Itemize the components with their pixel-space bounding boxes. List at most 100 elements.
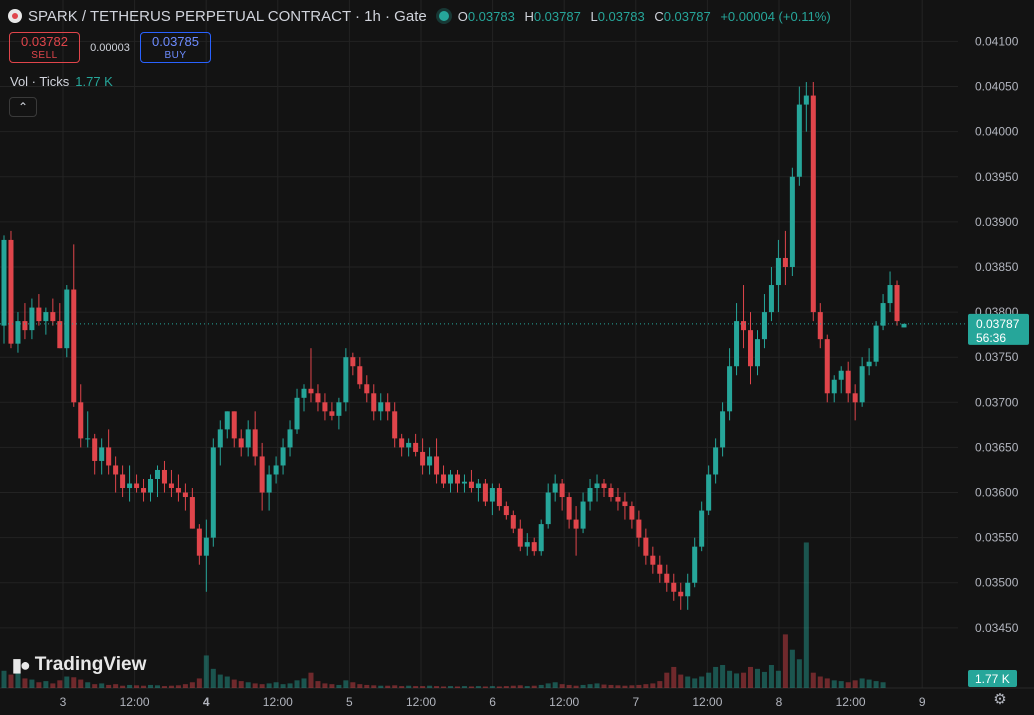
close-value: 0.03787 bbox=[663, 8, 711, 24]
volume-bar bbox=[531, 685, 537, 688]
volume-bar bbox=[685, 676, 691, 688]
price-tick-label: 0.03900 bbox=[975, 215, 1019, 229]
volume-bar bbox=[503, 686, 509, 688]
price-tick-label: 0.03850 bbox=[975, 260, 1019, 274]
candle-body bbox=[901, 323, 907, 328]
volume-bar bbox=[308, 672, 314, 688]
candle-body bbox=[217, 429, 223, 448]
volume-bar bbox=[678, 674, 684, 688]
current-volume-label: 1.77 K bbox=[975, 672, 1010, 686]
candle-body bbox=[148, 478, 154, 493]
candle-body bbox=[378, 402, 384, 412]
candle-body bbox=[92, 438, 98, 461]
chevron-up-icon: ⌃ bbox=[17, 100, 29, 114]
volume-bar bbox=[754, 668, 760, 688]
candle-body bbox=[852, 393, 858, 403]
candle-body bbox=[238, 438, 244, 448]
time-tick-label: 12:00 bbox=[549, 695, 579, 709]
candle-body bbox=[524, 542, 530, 547]
candle-body bbox=[203, 537, 209, 556]
symbol-title[interactable]: SPARK / TETHERUS PERPETUAL CONTRACT · 1h… bbox=[28, 7, 427, 25]
candle-body bbox=[461, 481, 467, 484]
volume-bar bbox=[29, 679, 35, 688]
candle-body bbox=[538, 524, 544, 552]
candle-body bbox=[866, 361, 872, 367]
volume-bar bbox=[50, 683, 56, 688]
market-status-icon[interactable] bbox=[438, 11, 449, 21]
buy-button[interactable]: 0.03785 BUY bbox=[140, 32, 211, 63]
tradingview-wordmark: TradingView bbox=[34, 654, 147, 675]
volume-bar bbox=[329, 684, 335, 688]
tradingview-logo[interactable]: ▮● TradingView bbox=[12, 654, 146, 676]
volume-bar bbox=[413, 686, 419, 688]
volume-bar bbox=[113, 684, 119, 688]
candle-body bbox=[71, 289, 77, 403]
volume-bar bbox=[713, 666, 719, 688]
chart-header: SPARK / TETHERUS PERPETUAL CONTRACT · 1h… bbox=[8, 6, 831, 26]
volume-bar bbox=[434, 686, 440, 688]
volume-bar bbox=[831, 680, 837, 688]
gear-icon[interactable]: ⚙ bbox=[993, 691, 1007, 708]
candle-body bbox=[720, 411, 726, 448]
candle-body bbox=[754, 339, 760, 367]
volume-bar bbox=[650, 683, 656, 688]
candle-body bbox=[224, 411, 230, 430]
volume-bar bbox=[322, 683, 328, 688]
candle-body bbox=[399, 438, 405, 448]
countdown-label: 56:36 bbox=[976, 331, 1006, 345]
candle-body bbox=[85, 438, 91, 440]
candle-body bbox=[343, 357, 349, 403]
candle-body bbox=[364, 384, 370, 394]
candle-body bbox=[601, 483, 607, 489]
sell-button[interactable]: 0.03782 SELL bbox=[9, 32, 80, 63]
volume-bar bbox=[587, 684, 593, 688]
time-tick-label: 12:00 bbox=[406, 695, 436, 709]
volume-bar bbox=[106, 684, 112, 688]
volume-bar bbox=[538, 684, 544, 688]
candle-body bbox=[22, 321, 28, 331]
candle-body bbox=[685, 582, 691, 597]
volume-bar bbox=[706, 672, 712, 688]
volume-legend[interactable]: Vol · Ticks 1.77 K bbox=[10, 74, 113, 89]
time-tick-label: 4 bbox=[203, 695, 210, 709]
candle-body bbox=[727, 366, 733, 412]
price-tick-label: 0.03500 bbox=[975, 576, 1019, 590]
volume-bar bbox=[761, 671, 767, 688]
collapse-legend-button[interactable]: ⌃ bbox=[9, 97, 37, 117]
candle-body bbox=[434, 456, 440, 475]
volume-bar bbox=[873, 681, 879, 688]
volume-bar bbox=[782, 634, 788, 688]
volume-bar bbox=[496, 686, 502, 688]
candle-body bbox=[385, 402, 391, 412]
volume-bar bbox=[594, 683, 600, 688]
volume-bar bbox=[748, 666, 754, 688]
candle-body bbox=[768, 285, 774, 313]
candle-body bbox=[531, 542, 537, 552]
time-tick-label: 12:00 bbox=[120, 695, 150, 709]
candle-body bbox=[329, 411, 335, 416]
volume-bar bbox=[768, 665, 774, 688]
candle-body bbox=[671, 582, 677, 592]
open-label: O bbox=[457, 8, 468, 24]
candle-body bbox=[817, 312, 823, 340]
volume-bar bbox=[524, 686, 530, 688]
volume-bar bbox=[357, 684, 363, 688]
candle-body bbox=[43, 312, 49, 322]
volume-bar bbox=[168, 685, 174, 688]
candle-body bbox=[517, 528, 523, 547]
candle-body bbox=[566, 497, 572, 520]
candle-body bbox=[175, 488, 181, 493]
volume-bar bbox=[189, 682, 195, 688]
volume-bar bbox=[852, 680, 858, 688]
volume-bar bbox=[741, 672, 747, 688]
volume-bar bbox=[622, 685, 628, 688]
candle-body bbox=[503, 506, 509, 516]
candle-body bbox=[678, 591, 684, 597]
candle-body bbox=[475, 483, 481, 489]
sell-label: SELL bbox=[31, 50, 58, 61]
candle-body bbox=[441, 474, 447, 484]
volume-bar bbox=[266, 683, 272, 688]
candle-body bbox=[1, 239, 7, 326]
candle-body bbox=[154, 469, 160, 479]
